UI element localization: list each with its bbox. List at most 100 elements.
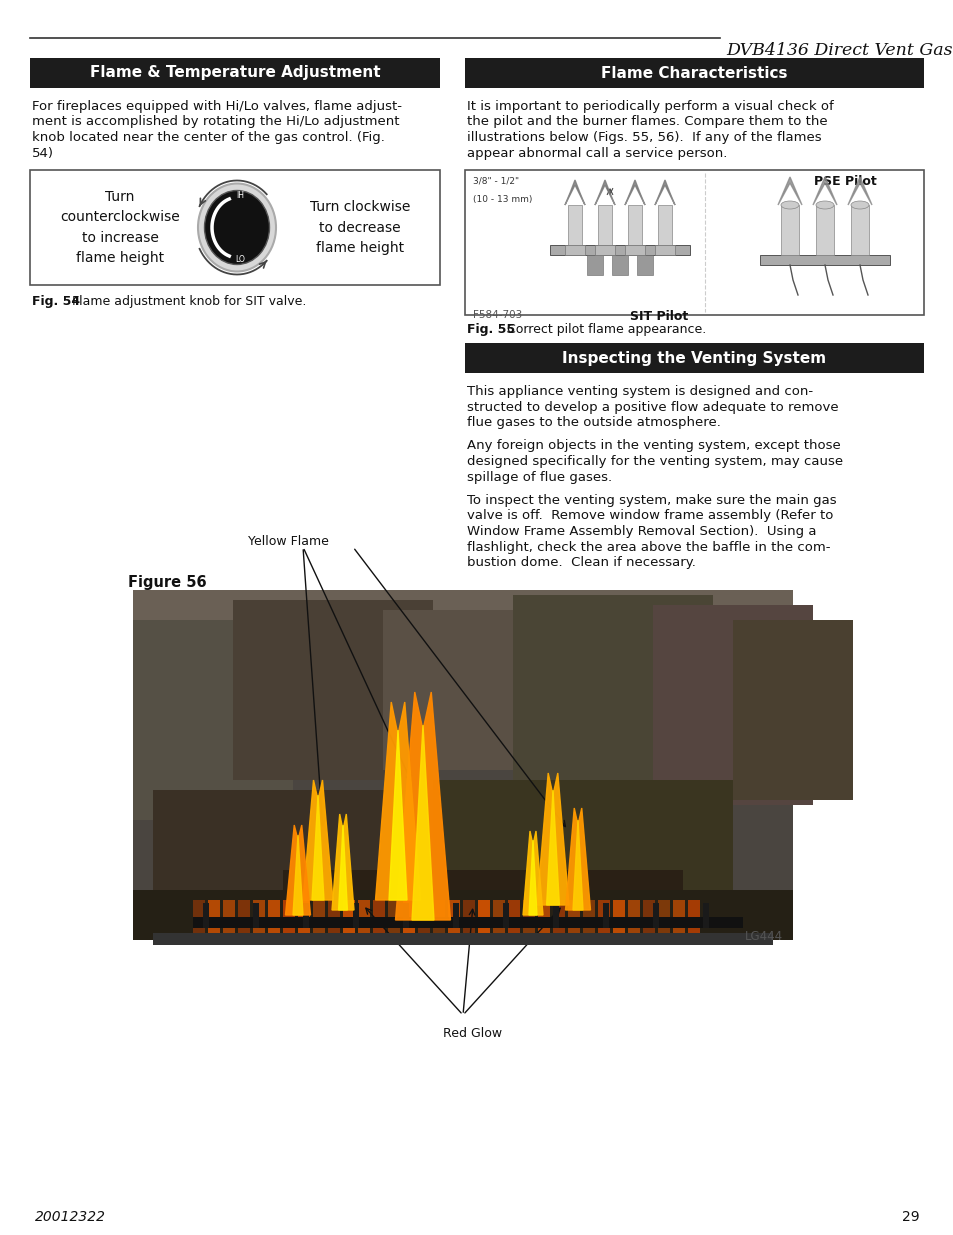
Text: This appliance venting system is designed and con-: This appliance venting system is designe…	[467, 385, 812, 398]
Bar	[193, 920, 742, 927]
Polygon shape	[375, 701, 420, 900]
Bar	[493, 900, 504, 935]
Bar	[297, 900, 310, 935]
Bar	[357, 900, 370, 935]
Polygon shape	[595, 180, 615, 205]
Bar	[760, 254, 889, 266]
Bar	[595, 245, 615, 254]
Text: 3/8" - 1/2": 3/8" - 1/2"	[473, 177, 518, 185]
Text: Fig. 54: Fig. 54	[32, 295, 80, 308]
Bar	[237, 900, 250, 935]
Bar	[223, 900, 234, 935]
Bar	[402, 903, 409, 927]
Bar	[627, 900, 639, 935]
Bar	[567, 205, 581, 245]
Text: SIT Pilot: SIT Pilot	[629, 310, 687, 324]
Bar	[602, 903, 608, 927]
Bar	[453, 903, 458, 927]
Bar	[567, 900, 579, 935]
Bar	[598, 205, 612, 245]
Text: 29: 29	[902, 1210, 919, 1224]
Text: Red Glow: Red Glow	[442, 1028, 501, 1040]
Bar	[433, 900, 444, 935]
Bar	[513, 595, 712, 785]
Text: bustion dome.  Clean if necessary.: bustion dome. Clean if necessary.	[467, 556, 695, 569]
Ellipse shape	[815, 201, 833, 209]
Bar	[388, 900, 399, 935]
Bar	[477, 900, 490, 935]
Text: designed specifically for the venting system, may cause: designed specifically for the venting sy…	[467, 454, 842, 468]
Bar	[658, 900, 669, 935]
Text: spillage of flue gases.: spillage of flue gases.	[467, 471, 612, 483]
Ellipse shape	[198, 184, 275, 272]
Polygon shape	[293, 835, 303, 915]
Bar	[208, 900, 220, 935]
Bar	[507, 900, 519, 935]
Text: Turn clockwise
to decrease
flame height: Turn clockwise to decrease flame height	[310, 200, 410, 256]
Bar	[30, 58, 439, 88]
Polygon shape	[303, 781, 333, 900]
Polygon shape	[338, 825, 347, 910]
Text: Yellow Flame: Yellow Flame	[248, 535, 329, 548]
Bar	[781, 205, 799, 254]
Bar	[502, 903, 509, 927]
Bar	[658, 205, 671, 245]
Text: ment is accomplished by rotating the Hi/Lo adjustment: ment is accomplished by rotating the Hi/…	[32, 116, 399, 128]
Ellipse shape	[204, 190, 269, 264]
Text: Flame & Temperature Adjustment: Flame & Temperature Adjustment	[90, 65, 380, 80]
Text: To inspect the venting system, make sure the main gas: To inspect the venting system, make sure…	[467, 494, 836, 508]
Bar	[850, 205, 868, 254]
Bar	[373, 900, 385, 935]
Text: For fireplaces equipped with Hi/Lo valves, flame adjust-: For fireplaces equipped with Hi/Lo valve…	[32, 100, 401, 112]
Bar	[613, 900, 624, 935]
Text: Correct pilot flame appearance.: Correct pilot flame appearance.	[498, 324, 705, 336]
Bar	[553, 903, 558, 927]
Text: 54): 54)	[32, 147, 54, 159]
Text: the pilot and the burner flames. Compare them to the: the pilot and the burner flames. Compare…	[467, 116, 827, 128]
Text: Flame Characteristics: Flame Characteristics	[600, 65, 787, 80]
Ellipse shape	[781, 201, 799, 209]
Polygon shape	[573, 820, 582, 910]
Bar	[687, 900, 700, 935]
Text: Flame adjustment knob for SIT valve.: Flame adjustment knob for SIT valve.	[64, 295, 306, 308]
Bar	[152, 932, 772, 945]
Polygon shape	[332, 814, 354, 910]
Bar	[732, 620, 852, 800]
Bar	[328, 900, 339, 935]
Text: Figure 56: Figure 56	[128, 576, 207, 590]
Text: valve is off.  Remove window frame assembly (Refer to: valve is off. Remove window frame assemb…	[467, 510, 833, 522]
Polygon shape	[529, 840, 537, 915]
Bar	[702, 903, 708, 927]
Text: Any foreign objects in the venting system, except those: Any foreign objects in the venting syste…	[467, 440, 840, 452]
Bar	[132, 620, 293, 820]
Bar	[553, 900, 564, 935]
Polygon shape	[312, 795, 324, 900]
Bar	[448, 900, 459, 935]
Text: PSE Pilot: PSE Pilot	[813, 175, 876, 188]
Bar	[132, 590, 792, 940]
Bar	[464, 343, 923, 373]
Text: Fig. 55: Fig. 55	[467, 324, 515, 336]
Bar	[464, 170, 923, 315]
Text: structed to develop a positive flow adequate to remove: structed to develop a positive flow adeq…	[467, 400, 838, 414]
Polygon shape	[389, 730, 407, 900]
Bar	[253, 903, 258, 927]
Ellipse shape	[850, 201, 868, 209]
Bar	[672, 900, 684, 935]
Bar	[30, 170, 439, 285]
Bar	[652, 903, 659, 927]
Text: 20012322: 20012322	[35, 1210, 106, 1224]
Bar	[586, 254, 602, 275]
Polygon shape	[412, 725, 434, 920]
Text: illustrations below (Figs. 55, 56).  If any of the flames: illustrations below (Figs. 55, 56). If a…	[467, 131, 821, 144]
Text: LO: LO	[234, 256, 245, 264]
Text: F584-703: F584-703	[473, 310, 521, 320]
Text: Turn
counterclockwise
to increase
flame height: Turn counterclockwise to increase flame …	[60, 190, 180, 266]
Bar	[283, 900, 294, 935]
Bar	[462, 900, 475, 935]
Polygon shape	[778, 177, 801, 205]
Bar	[193, 918, 742, 925]
Bar	[537, 900, 550, 935]
Text: knob located near the center of the gas control. (Fig.: knob located near the center of the gas …	[32, 131, 384, 144]
Bar	[637, 254, 652, 275]
